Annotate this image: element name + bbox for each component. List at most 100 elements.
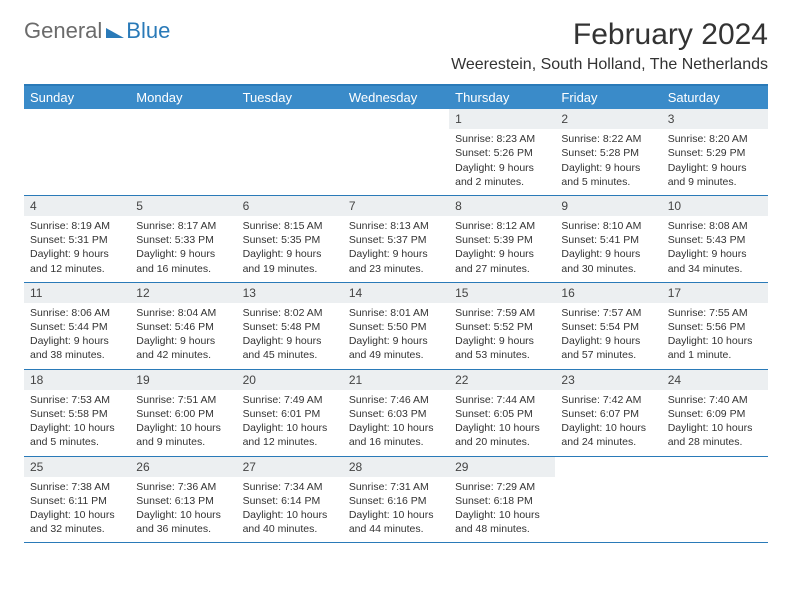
day-number: 24 xyxy=(662,370,768,390)
sunset-text: Sunset: 6:09 PM xyxy=(668,407,762,421)
sunset-text: Sunset: 5:43 PM xyxy=(668,233,762,247)
logo-triangle-icon xyxy=(106,28,124,38)
sunset-text: Sunset: 6:03 PM xyxy=(349,407,443,421)
sunset-text: Sunset: 5:56 PM xyxy=(668,320,762,334)
day-number: 9 xyxy=(555,196,661,216)
day-cell: 6Sunrise: 8:15 AMSunset: 5:35 PMDaylight… xyxy=(237,196,343,282)
day-cell: 22Sunrise: 7:44 AMSunset: 6:05 PMDayligh… xyxy=(449,370,555,456)
day-number: 27 xyxy=(237,457,343,477)
sunrise-text: Sunrise: 7:49 AM xyxy=(243,393,337,407)
week-row: 11Sunrise: 8:06 AMSunset: 5:44 PMDayligh… xyxy=(24,283,768,370)
day-cell: 27Sunrise: 7:34 AMSunset: 6:14 PMDayligh… xyxy=(237,457,343,543)
day-cell: 7Sunrise: 8:13 AMSunset: 5:37 PMDaylight… xyxy=(343,196,449,282)
day-number: 5 xyxy=(130,196,236,216)
day-header-sat: Saturday xyxy=(662,86,768,109)
day-cell: 26Sunrise: 7:36 AMSunset: 6:13 PMDayligh… xyxy=(130,457,236,543)
title-block: February 2024 Weerestein, South Holland,… xyxy=(451,18,768,74)
day-number: 12 xyxy=(130,283,236,303)
sunset-text: Sunset: 6:18 PM xyxy=(455,494,549,508)
week-row: 4Sunrise: 8:19 AMSunset: 5:31 PMDaylight… xyxy=(24,196,768,283)
day-number: 7 xyxy=(343,196,449,216)
day-cell: 15Sunrise: 7:59 AMSunset: 5:52 PMDayligh… xyxy=(449,283,555,369)
sunrise-text: Sunrise: 7:55 AM xyxy=(668,306,762,320)
day-cell: 14Sunrise: 8:01 AMSunset: 5:50 PMDayligh… xyxy=(343,283,449,369)
day-number: 19 xyxy=(130,370,236,390)
sunset-text: Sunset: 5:37 PM xyxy=(349,233,443,247)
daylight-text: Daylight: 10 hours and 48 minutes. xyxy=(455,508,549,536)
week-row: 25Sunrise: 7:38 AMSunset: 6:11 PMDayligh… xyxy=(24,457,768,544)
day-cell: 12Sunrise: 8:04 AMSunset: 5:46 PMDayligh… xyxy=(130,283,236,369)
daylight-text: Daylight: 9 hours and 2 minutes. xyxy=(455,161,549,189)
day-info: Sunrise: 7:34 AMSunset: 6:14 PMDaylight:… xyxy=(237,477,343,543)
weeks-container: 1Sunrise: 8:23 AMSunset: 5:26 PMDaylight… xyxy=(24,109,768,543)
daylight-text: Daylight: 9 hours and 27 minutes. xyxy=(455,247,549,275)
daylight-text: Daylight: 9 hours and 53 minutes. xyxy=(455,334,549,362)
day-header-sun: Sunday xyxy=(24,86,130,109)
sunrise-text: Sunrise: 7:29 AM xyxy=(455,480,549,494)
sunrise-text: Sunrise: 8:04 AM xyxy=(136,306,230,320)
sunrise-text: Sunrise: 7:59 AM xyxy=(455,306,549,320)
daylight-text: Daylight: 10 hours and 32 minutes. xyxy=(30,508,124,536)
day-info: Sunrise: 7:51 AMSunset: 6:00 PMDaylight:… xyxy=(130,390,236,456)
day-cell: 20Sunrise: 7:49 AMSunset: 6:01 PMDayligh… xyxy=(237,370,343,456)
day-info: Sunrise: 8:22 AMSunset: 5:28 PMDaylight:… xyxy=(555,129,661,195)
day-info: Sunrise: 8:19 AMSunset: 5:31 PMDaylight:… xyxy=(24,216,130,282)
day-cell: 10Sunrise: 8:08 AMSunset: 5:43 PMDayligh… xyxy=(662,196,768,282)
sunrise-text: Sunrise: 8:17 AM xyxy=(136,219,230,233)
day-number: 29 xyxy=(449,457,555,477)
sunrise-text: Sunrise: 8:19 AM xyxy=(30,219,124,233)
location-subtitle: Weerestein, South Holland, The Netherlan… xyxy=(451,56,768,74)
daylight-text: Daylight: 9 hours and 34 minutes. xyxy=(668,247,762,275)
daylight-text: Daylight: 10 hours and 40 minutes. xyxy=(243,508,337,536)
daylight-text: Daylight: 10 hours and 28 minutes. xyxy=(668,421,762,449)
sunrise-text: Sunrise: 7:36 AM xyxy=(136,480,230,494)
day-info: Sunrise: 7:29 AMSunset: 6:18 PMDaylight:… xyxy=(449,477,555,543)
daylight-text: Daylight: 9 hours and 45 minutes. xyxy=(243,334,337,362)
day-header-mon: Monday xyxy=(130,86,236,109)
day-cell: 28Sunrise: 7:31 AMSunset: 6:16 PMDayligh… xyxy=(343,457,449,543)
sunset-text: Sunset: 6:16 PM xyxy=(349,494,443,508)
daylight-text: Daylight: 9 hours and 23 minutes. xyxy=(349,247,443,275)
day-number: 23 xyxy=(555,370,661,390)
sunset-text: Sunset: 6:07 PM xyxy=(561,407,655,421)
day-cell: 23Sunrise: 7:42 AMSunset: 6:07 PMDayligh… xyxy=(555,370,661,456)
daylight-text: Daylight: 9 hours and 49 minutes. xyxy=(349,334,443,362)
day-cell xyxy=(343,109,449,195)
day-number: 25 xyxy=(24,457,130,477)
sunrise-text: Sunrise: 7:34 AM xyxy=(243,480,337,494)
day-info: Sunrise: 8:20 AMSunset: 5:29 PMDaylight:… xyxy=(662,129,768,195)
sunrise-text: Sunrise: 7:46 AM xyxy=(349,393,443,407)
daylight-text: Daylight: 9 hours and 9 minutes. xyxy=(668,161,762,189)
sunset-text: Sunset: 5:58 PM xyxy=(30,407,124,421)
day-number: 21 xyxy=(343,370,449,390)
sunrise-text: Sunrise: 8:23 AM xyxy=(455,132,549,146)
day-header-fri: Friday xyxy=(555,86,661,109)
day-number: 22 xyxy=(449,370,555,390)
sunrise-text: Sunrise: 8:15 AM xyxy=(243,219,337,233)
day-number: 17 xyxy=(662,283,768,303)
day-header-thu: Thursday xyxy=(449,86,555,109)
sunset-text: Sunset: 6:11 PM xyxy=(30,494,124,508)
sunrise-text: Sunrise: 8:12 AM xyxy=(455,219,549,233)
day-info: Sunrise: 8:13 AMSunset: 5:37 PMDaylight:… xyxy=(343,216,449,282)
day-info: Sunrise: 8:10 AMSunset: 5:41 PMDaylight:… xyxy=(555,216,661,282)
day-number: 18 xyxy=(24,370,130,390)
day-number: 2 xyxy=(555,109,661,129)
sunset-text: Sunset: 5:26 PM xyxy=(455,146,549,160)
day-info: Sunrise: 7:53 AMSunset: 5:58 PMDaylight:… xyxy=(24,390,130,456)
day-cell: 8Sunrise: 8:12 AMSunset: 5:39 PMDaylight… xyxy=(449,196,555,282)
day-number: 14 xyxy=(343,283,449,303)
sunset-text: Sunset: 5:35 PM xyxy=(243,233,337,247)
day-cell: 11Sunrise: 8:06 AMSunset: 5:44 PMDayligh… xyxy=(24,283,130,369)
day-info: Sunrise: 8:01 AMSunset: 5:50 PMDaylight:… xyxy=(343,303,449,369)
sunset-text: Sunset: 5:44 PM xyxy=(30,320,124,334)
sunrise-text: Sunrise: 7:38 AM xyxy=(30,480,124,494)
day-number: 3 xyxy=(662,109,768,129)
sunset-text: Sunset: 5:31 PM xyxy=(30,233,124,247)
day-info: Sunrise: 8:08 AMSunset: 5:43 PMDaylight:… xyxy=(662,216,768,282)
day-cell: 16Sunrise: 7:57 AMSunset: 5:54 PMDayligh… xyxy=(555,283,661,369)
header: General Blue February 2024 Weerestein, S… xyxy=(24,18,768,74)
sunrise-text: Sunrise: 8:20 AM xyxy=(668,132,762,146)
daylight-text: Daylight: 10 hours and 16 minutes. xyxy=(349,421,443,449)
day-number: 8 xyxy=(449,196,555,216)
